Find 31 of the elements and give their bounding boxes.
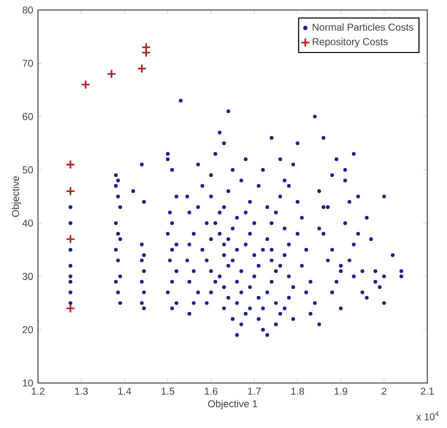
point [66, 186, 76, 196]
point [80, 80, 90, 90]
x-tick-label: 1.7 [248, 388, 261, 395]
text: x 10$^{4}$ [416, 411, 439, 420]
y-tick-label: 50 [22, 166, 33, 174]
y-tick-label: 30 [22, 272, 33, 280]
y-tick-label: 60 [22, 113, 33, 120]
y-tick-label: 20 [22, 326, 33, 334]
point [137, 64, 147, 74]
point [66, 234, 76, 244]
point [66, 304, 76, 314]
x-tick-label: 1.9 [334, 388, 348, 395]
x-tick-label: 1.6 [204, 388, 218, 395]
x-tick-label: 2.1 [420, 388, 434, 395]
y-tick-label: 10 [22, 379, 33, 387]
x-tick-label: 1.2 [32, 388, 44, 395]
x-tick-label: 1.5 [162, 388, 174, 395]
x-tick-label: 1.3 [75, 388, 88, 395]
y-tick-label: 70 [22, 60, 33, 67]
x-tick-label: 2 [382, 388, 386, 395]
point [106, 69, 116, 79]
legend-label: Normal Particles Costs [312, 23, 414, 31]
x-tick-label: 1.4 [118, 388, 132, 395]
y-tick-label: 40 [22, 220, 33, 227]
point [141, 42, 151, 52]
legend-label: Repository Costs [312, 38, 388, 48]
point [66, 160, 76, 170]
x-axis-title: Objective 1 [208, 400, 258, 410]
y-tick-label: 80 [22, 6, 33, 14]
y-axis-title: Objective [12, 176, 22, 217]
x-tick-label: 1.8 [291, 388, 304, 395]
